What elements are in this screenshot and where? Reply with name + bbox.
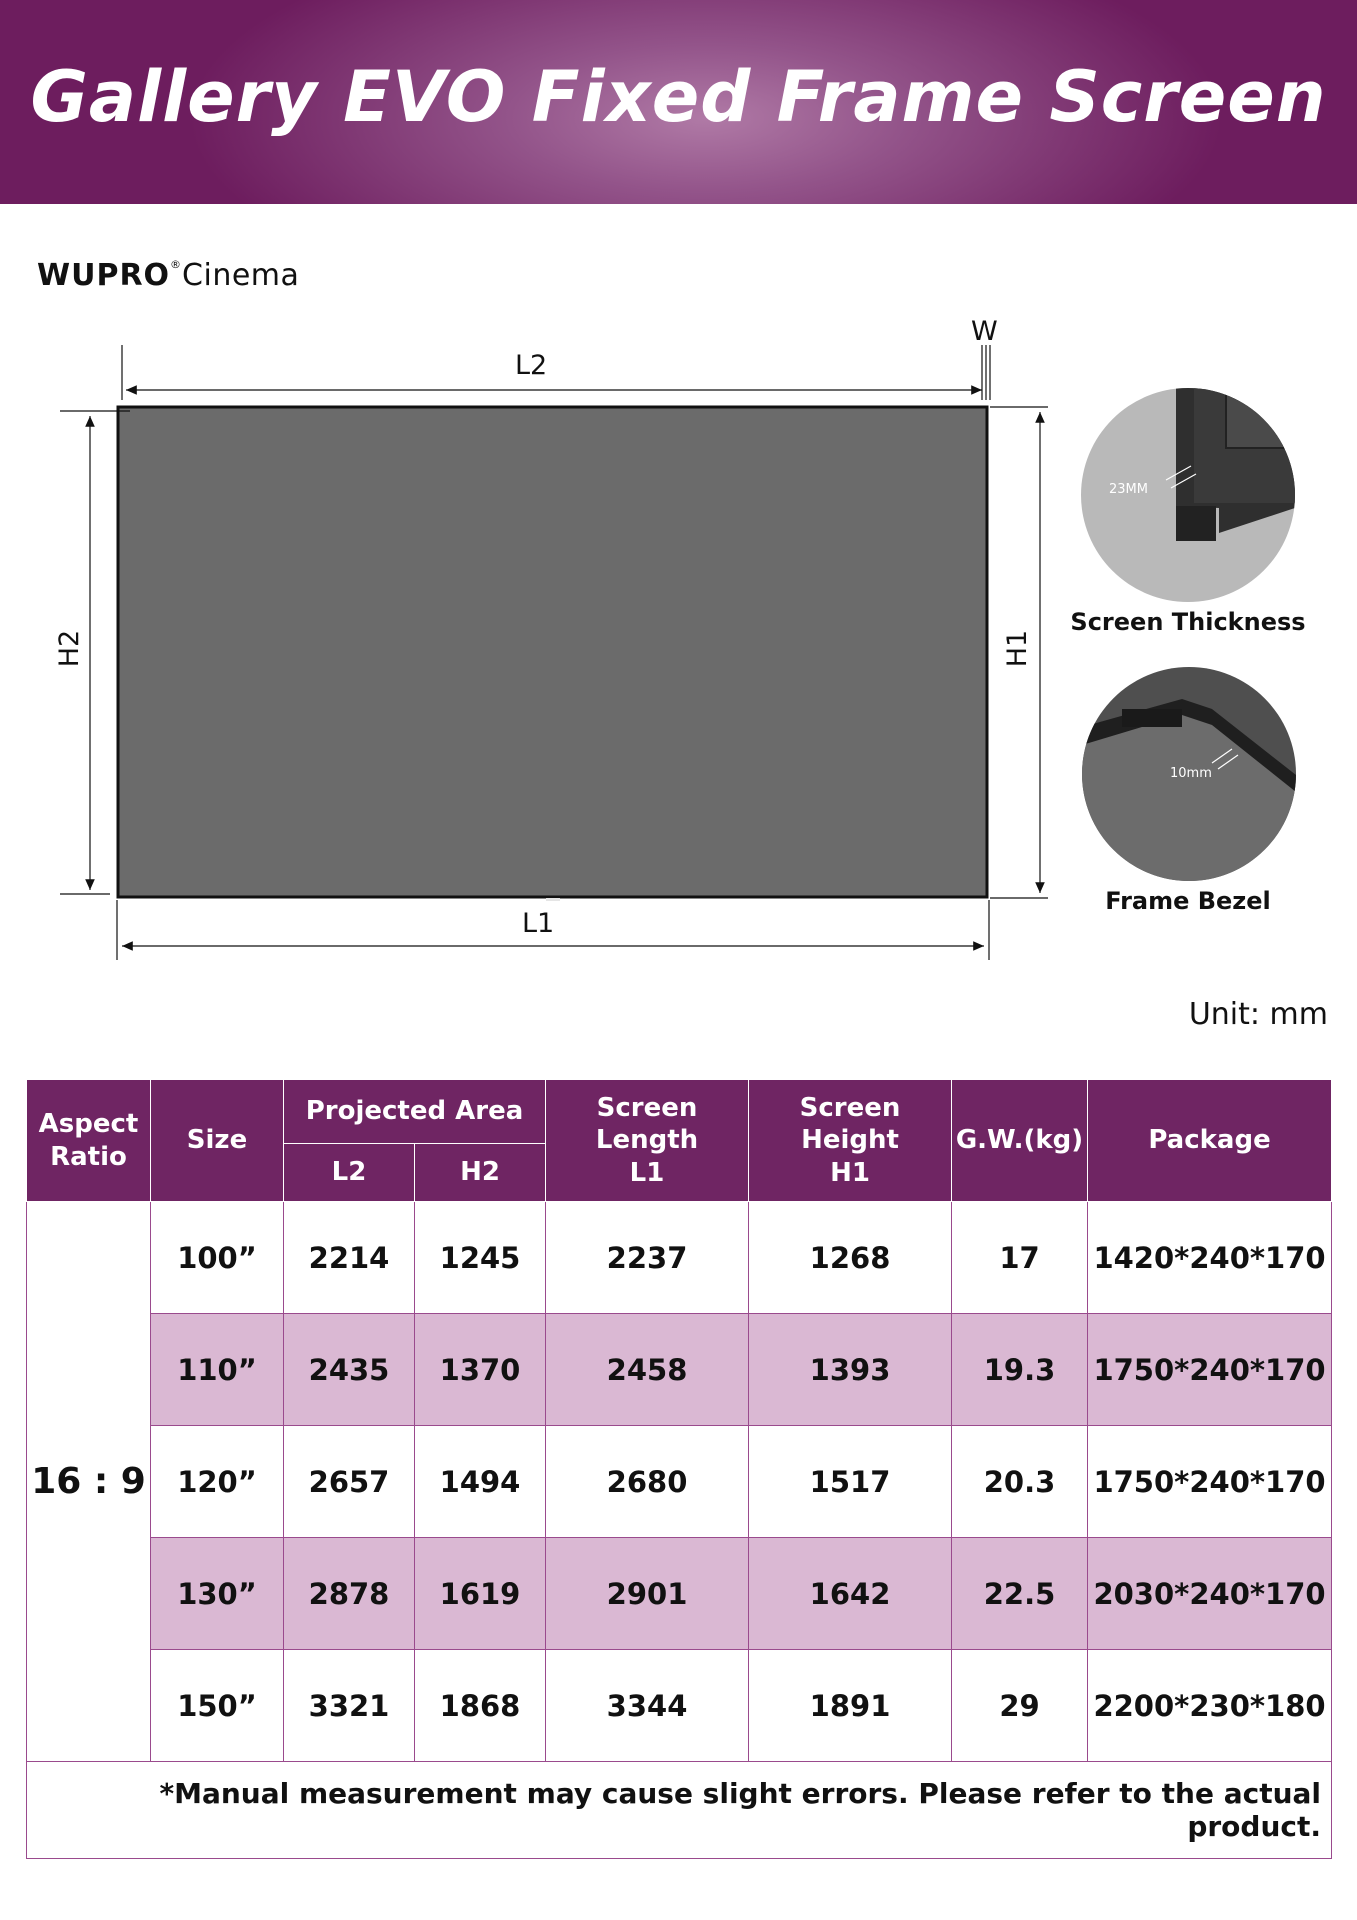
label-l1: L1 [522, 908, 555, 939]
header-aspect-ratio: Aspect Ratio [26, 1079, 151, 1202]
unit-label: Unit: mm [1188, 997, 1328, 1032]
cell-size: 130” [150, 1537, 284, 1650]
cell-h1: 1268 [748, 1201, 953, 1314]
cell-gw: 19.3 [951, 1313, 1089, 1426]
brand-logo: WUPRO®Cinema [37, 258, 299, 293]
spec-table: Aspect Ratio Size Projected Area Screen … [25, 1079, 1333, 1859]
cell-h2: 1245 [413, 1201, 547, 1314]
table-row: 130” 2878 1619 2901 1642 22.5 2030*240*1… [27, 1537, 1333, 1650]
label-h1: H1 [1002, 629, 1034, 668]
registered-mark: ® [170, 258, 183, 271]
caption-screen-thickness: Screen Thickness [1070, 608, 1306, 636]
cell-l2: 2878 [283, 1537, 415, 1650]
cell-package: 1750*240*170 [1087, 1313, 1333, 1426]
cell-gw: 29 [951, 1649, 1089, 1762]
header-l2: L2 [283, 1143, 415, 1202]
frame-bezel-photo: 10mm [1082, 667, 1296, 881]
thickness-measure-label: 23MM [1109, 482, 1148, 497]
page-title: Gallery EVO Fixed Frame Screen [30, 56, 1327, 138]
table-row: 16 : 9 100” 2214 1245 2237 1268 17 1420*… [26, 1201, 1333, 1762]
label-h2: H2 [54, 629, 86, 668]
header-screen-height-title: Screen Height [799, 1092, 901, 1156]
cell-size: 150” [150, 1649, 284, 1762]
dimension-diagram: W L2 L1 H2 H1 23MM Screen Thickness 10mm… [0, 300, 1357, 980]
cell-package: 1750*240*170 [1087, 1425, 1333, 1538]
header-h2: H2 [413, 1143, 547, 1202]
cell-size: 110” [150, 1313, 284, 1426]
cell-l1: 2680 [545, 1425, 750, 1538]
table-row: 150” 3321 1868 3344 1891 29 2200*230*180 [27, 1649, 1333, 1762]
screen-thickness-photo: 23MM [1081, 388, 1295, 602]
table-row: 110” 2435 1370 2458 1393 19.3 1750*240*1… [27, 1313, 1333, 1426]
cell-package: 1420*240*170 [1087, 1201, 1333, 1314]
cell-l1: 3344 [545, 1649, 750, 1762]
cell-h2: 1370 [413, 1313, 547, 1426]
cell-h2: 1494 [413, 1425, 547, 1538]
header-screen-length-sub: L1 [629, 1157, 665, 1188]
header-package: Package [1087, 1079, 1333, 1202]
cell-gw: 20.3 [951, 1425, 1089, 1538]
header-screen-length: Screen Length L1 [545, 1079, 750, 1202]
cell-l2: 3321 [283, 1649, 415, 1762]
table-row: 120” 2657 1494 2680 1517 20.3 1750*240*1… [27, 1425, 1333, 1538]
cell-h2: 1868 [413, 1649, 547, 1762]
header-screen-height-sub: H1 [830, 1157, 870, 1188]
cell-package: 2030*240*170 [1087, 1537, 1333, 1650]
cell-l2: 2657 [283, 1425, 415, 1538]
cell-l1: 2237 [545, 1201, 750, 1314]
cell-gw: 22.5 [951, 1537, 1089, 1650]
cell-h1: 1891 [748, 1649, 953, 1762]
cell-l1: 2458 [545, 1313, 750, 1426]
screen-surface [116, 405, 989, 899]
cell-h1: 1393 [748, 1313, 953, 1426]
cell-h1: 1517 [748, 1425, 953, 1538]
brand-name: WUPRO [37, 258, 171, 293]
cell-gw: 17 [951, 1201, 1089, 1314]
cell-h1: 1642 [748, 1537, 953, 1650]
aspect-ratio-cell: 16 : 9 [26, 1201, 151, 1762]
header-screen-height: Screen Height H1 [748, 1079, 953, 1202]
cell-size: 120” [150, 1425, 284, 1538]
cell-package: 2200*230*180 [1087, 1649, 1333, 1762]
cell-l2: 2435 [283, 1313, 415, 1426]
brand-sub: Cinema [182, 258, 300, 293]
label-l2: L2 [515, 350, 548, 381]
cell-l2: 2214 [283, 1201, 415, 1314]
cell-size: 100” [150, 1201, 284, 1314]
label-w: W [971, 316, 998, 347]
title-banner: Gallery EVO Fixed Frame Screen [0, 0, 1357, 204]
cell-h2: 1619 [413, 1537, 547, 1650]
dimension-arrows [60, 345, 1048, 960]
header-screen-length-title: Screen Length [595, 1092, 699, 1156]
header-size: Size [150, 1079, 284, 1202]
cell-l1: 2901 [545, 1537, 750, 1650]
header-gw: G.W.(kg) [951, 1079, 1089, 1202]
bezel-measure-label: 10mm [1170, 766, 1212, 781]
footnote: *Manual measurement may cause slight err… [25, 1761, 1333, 1859]
header-projected-area: Projected Area [282, 1079, 547, 1144]
caption-frame-bezel: Frame Bezel [1105, 887, 1271, 915]
